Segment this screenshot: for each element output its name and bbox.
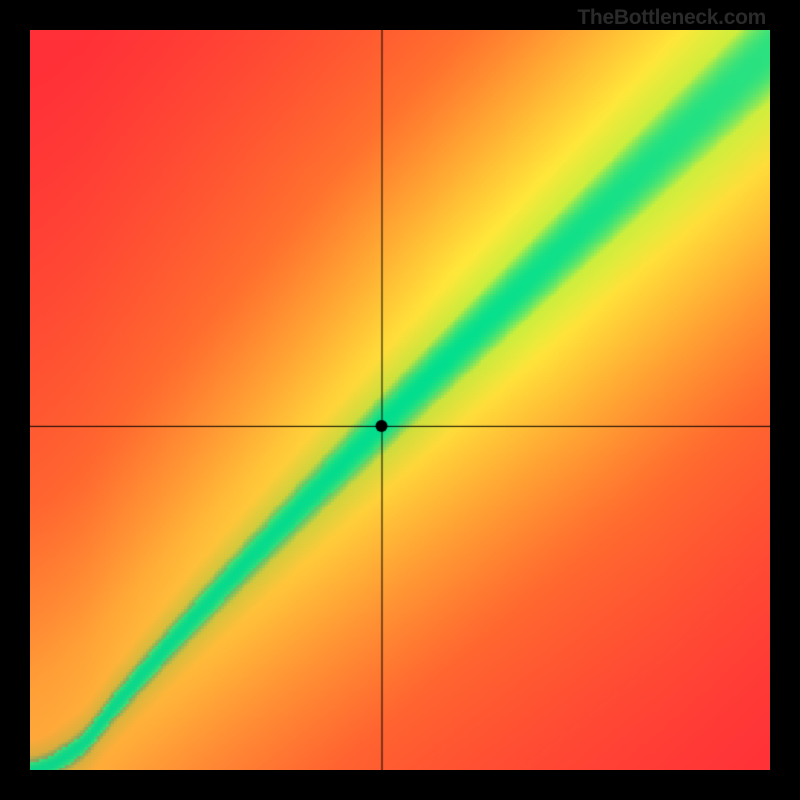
heatmap-canvas bbox=[30, 30, 770, 770]
watermark-text: TheBottleneck.com bbox=[577, 6, 766, 30]
bottleneck-heatmap bbox=[30, 30, 770, 770]
